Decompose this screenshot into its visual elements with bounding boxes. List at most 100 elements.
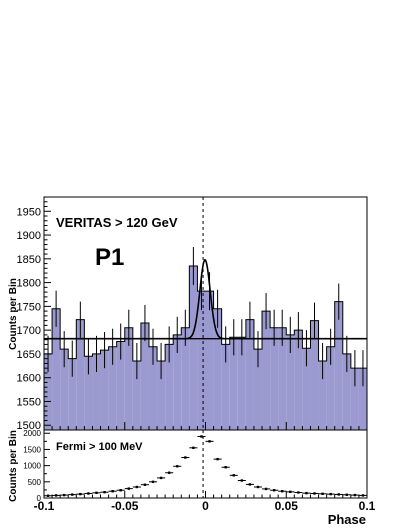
fermi-point [95,491,98,495]
veritas-bin [165,344,174,430]
veritas-y-tick-label: 1600 [17,373,41,385]
veritas-bin [358,368,367,430]
veritas-bin [76,319,85,430]
veritas-y-tick-label: 1950 [17,206,41,218]
fermi-panel: 0 500 1000 1500 2000 -0.1 -0.05 0 0.05 0.1 Fermi… [8,429,376,527]
veritas-bin [278,327,287,430]
fermi-y-tick-label: 0 [37,494,42,503]
x-tick-label: -0.05 [111,499,139,513]
veritas-y-tick-label: 1500 [17,420,41,432]
x-tick-label: 0.1 [359,499,376,513]
phase-x-title: Phase [328,512,366,527]
veritas-bin [140,323,149,430]
veritas-bin [181,327,190,430]
veritas-bin [310,320,319,430]
fermi-point [151,480,155,484]
veritas-bin [157,361,166,430]
fermi-point [216,457,219,461]
fermi-point [200,435,203,438]
fermi-point [361,494,365,497]
fermi-point [345,493,349,496]
fermi-point [353,493,357,497]
fermi-point [248,483,252,486]
fermi-point [281,490,284,493]
fermi-point [103,490,106,494]
fermi-point [329,492,332,496]
fermi-point [127,487,130,490]
fermi-point [337,493,340,496]
veritas-histogram-outline [43,265,368,430]
fermi-point [256,485,260,489]
fermi-point [135,485,139,489]
fermi-point [321,492,324,495]
veritas-y-tick-label: 1750 [17,301,41,313]
veritas-y-tick-label: 1900 [17,230,41,242]
veritas-y-tick-label: 1700 [17,325,41,337]
fermi-point [272,489,276,492]
veritas-bin [173,334,182,430]
veritas-bin [262,311,271,430]
veritas-bin [318,361,327,430]
veritas-bin [213,308,222,430]
fermi-point [192,446,195,450]
veritas-x-ticks [43,422,368,430]
fermi-point [87,492,90,495]
fermi-y-tick-label: 1500 [23,445,41,454]
veritas-bin [221,344,230,430]
veritas-y-tick-label: 1650 [17,349,41,361]
veritas-fit-curve [44,258,367,340]
fermi-point [297,491,300,494]
fermi-point [167,471,171,474]
veritas-bin [92,353,101,430]
fermi-point [79,492,82,496]
veritas-bin [237,337,246,430]
x-tick-label: 0 [202,499,209,513]
fermi-point [159,476,163,480]
veritas-bin [286,334,295,430]
veritas-bin [52,308,61,430]
veritas-bin [84,356,93,430]
veritas-y-tick-label: 1550 [17,396,41,408]
veritas-bin [68,358,77,430]
veritas-bin [197,291,206,430]
fermi-y-tick-label: 500 [28,478,42,487]
veritas-bin [229,337,238,430]
fermi-label: Fermi > 100 MeV [56,441,143,453]
fermi-point [176,465,179,468]
veritas-bin [245,319,254,430]
fermi-point [184,456,187,459]
fermi-point [143,483,147,486]
veritas-bin [108,346,117,430]
veritas-bin [342,353,351,430]
veritas-y-axis: 1500 1550 1600 1650 1700 1750 1800 1850 1900 1950 [17,201,51,432]
veritas-bin [116,341,125,430]
fermi-point [224,466,227,469]
fermi-point [111,490,114,493]
veritas-label: VERITAS > 120 GeV [56,215,178,230]
x-tick-label: -0.1 [34,499,55,513]
veritas-y-tick-label: 1850 [17,254,41,266]
fermi-point [264,487,268,491]
veritas-bin [350,368,359,430]
veritas-bin [148,346,158,430]
veritas-bin [132,361,141,430]
fermi-point [46,494,50,497]
veritas-bin [294,330,303,430]
fermi-y-tick-label: 1000 [23,462,41,471]
fermi-point [240,479,244,482]
veritas-step-outline [43,265,368,430]
fermi-point [313,492,316,495]
veritas-bin [60,349,69,430]
veritas-bin [326,346,335,430]
veritas-bin [253,349,263,430]
veritas-histogram-bins [44,265,367,430]
fermi-point [305,491,308,495]
fermi-data-points [44,435,367,497]
veritas-bin [302,348,311,430]
veritas-bin [100,350,109,430]
veritas-bin [44,353,53,430]
veritas-panel: 1500 1550 1600 1650 1700 1750 1800 1850 1900 1950… [8,196,368,432]
veritas-bin [270,327,279,430]
veritas-y-tick-label: 1800 [17,278,41,290]
fermi-y-title: Counts per Bin [8,430,19,502]
